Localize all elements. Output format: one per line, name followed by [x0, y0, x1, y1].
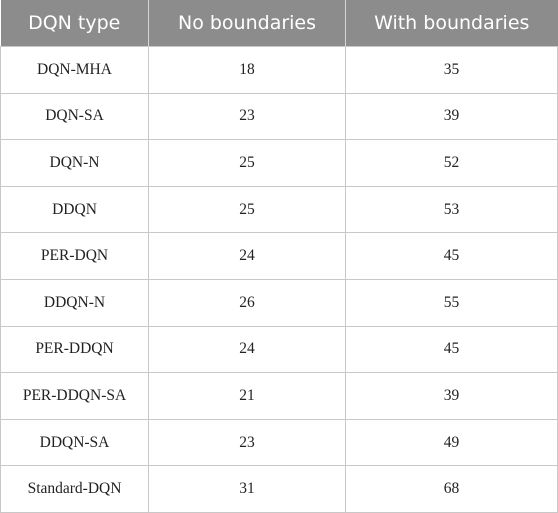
table-row: DDQN-SA 23 49: [0, 418, 558, 467]
cell-no-boundaries: 25: [148, 139, 346, 187]
cell-no-boundaries: 18: [148, 46, 346, 94]
cell-no-boundaries: 25: [148, 185, 346, 234]
cell-with-boundaries: 53: [345, 185, 558, 234]
table-row: Standard-DQN 31 68: [0, 465, 558, 513]
cell-dqn-type: PER-DDQN-SA: [0, 372, 149, 420]
cell-no-boundaries: 23: [148, 418, 346, 467]
table-row: DDQN 25 53: [0, 185, 558, 234]
cell-with-boundaries: 45: [345, 232, 558, 280]
table-row: PER-DDQN 24 45: [0, 325, 558, 374]
cell-dqn-type: DDQN: [0, 185, 149, 234]
cell-dqn-type: DDQN-SA: [0, 418, 149, 467]
cell-dqn-type: DQN-MHA: [0, 46, 149, 94]
table-header: DQN type No boundaries With boundaries: [0, 0, 558, 47]
cell-with-boundaries: 49: [345, 418, 558, 467]
header-with-boundaries: With boundaries: [345, 0, 558, 47]
cell-dqn-type: DDQN-N: [0, 278, 149, 327]
table-row: DQN-SA 23 39: [0, 92, 558, 141]
cell-with-boundaries: 39: [345, 92, 558, 141]
table-row: DDQN-N 26 55: [0, 278, 558, 327]
cell-no-boundaries: 24: [148, 232, 346, 280]
cell-dqn-type: PER-DQN: [0, 232, 149, 280]
table-body: DQN-MHA 18 35 DQN-SA 23 39 DQN-N 25 52 D…: [0, 46, 558, 513]
cell-dqn-type: PER-DDQN: [0, 325, 149, 374]
cell-dqn-type: DQN-N: [0, 139, 149, 187]
table-row: DQN-N 25 52: [0, 139, 558, 187]
cell-with-boundaries: 35: [345, 46, 558, 94]
cell-with-boundaries: 55: [345, 278, 558, 327]
cell-no-boundaries: 31: [148, 465, 346, 513]
table-row: PER-DDQN-SA 21 39: [0, 372, 558, 420]
cell-dqn-type: DQN-SA: [0, 92, 149, 141]
cell-with-boundaries: 45: [345, 325, 558, 374]
cell-with-boundaries: 52: [345, 139, 558, 187]
cell-with-boundaries: 68: [345, 465, 558, 513]
cell-with-boundaries: 39: [345, 372, 558, 420]
cell-no-boundaries: 21: [148, 372, 346, 420]
table-row: PER-DQN 24 45: [0, 232, 558, 280]
cell-dqn-type: Standard-DQN: [0, 465, 149, 513]
header-dqn-type: DQN type: [0, 0, 149, 47]
table-row: DQN-MHA 18 35: [0, 46, 558, 94]
cell-no-boundaries: 23: [148, 92, 346, 141]
cell-no-boundaries: 24: [148, 325, 346, 374]
header-no-boundaries: No boundaries: [148, 0, 346, 47]
cell-no-boundaries: 26: [148, 278, 346, 327]
header-row: DQN type No boundaries With boundaries: [0, 0, 558, 47]
